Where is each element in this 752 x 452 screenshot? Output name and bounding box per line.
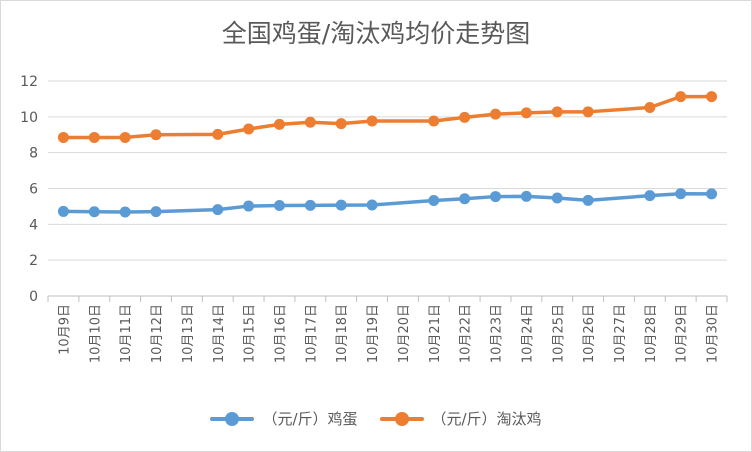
data-point-0: [273, 200, 285, 212]
legend-label-egg: （元/斤）鸡蛋: [262, 410, 358, 428]
data-point-1: [150, 129, 162, 141]
x-tick-label: 10月17日: [304, 304, 319, 363]
x-tick-label: 10月14日: [212, 304, 227, 363]
x-tick-label: 10月18日: [335, 304, 350, 363]
data-point-1: [644, 102, 656, 114]
data-point-0: [706, 188, 718, 200]
data-point-1: [304, 116, 316, 128]
data-point-0: [335, 199, 347, 211]
data-point-0: [119, 206, 131, 218]
data-point-1: [428, 115, 440, 127]
data-point-0: [243, 200, 255, 212]
data-point-1: [335, 118, 347, 130]
y-tick-label: 0: [29, 289, 38, 305]
x-tick-label: 10月27日: [613, 304, 628, 363]
data-point-0: [212, 204, 224, 216]
x-tick-label: 10月25日: [551, 304, 566, 363]
data-point-0: [582, 194, 594, 206]
data-point-0: [675, 188, 687, 200]
data-point-1: [582, 106, 594, 118]
data-point-0: [644, 190, 656, 202]
data-point-0: [366, 199, 378, 211]
data-point-1: [551, 106, 563, 118]
data-point-1: [490, 108, 502, 120]
x-tick-label: 10月20日: [397, 304, 412, 363]
x-tick-label: 10月30日: [706, 304, 721, 363]
data-point-0: [520, 190, 532, 202]
data-point-1: [706, 91, 718, 103]
legend: （元/斤）鸡蛋 （元/斤）淘汰鸡: [0, 408, 752, 429]
data-point-1: [459, 111, 471, 123]
x-tick-label: 10月26日: [582, 304, 597, 363]
legend-item-egg: （元/斤）鸡蛋: [210, 408, 358, 429]
data-point-0: [57, 205, 69, 217]
legend-swatch-egg: [210, 411, 255, 426]
data-point-0: [428, 195, 440, 207]
data-point-1: [212, 128, 224, 140]
x-tick-label: 10月13日: [181, 304, 196, 363]
data-point-1: [119, 131, 131, 143]
legend-label-hen: （元/斤）淘汰鸡: [431, 410, 542, 428]
x-tick-label: 10月11日: [119, 304, 134, 363]
x-tick-label: 10月22日: [459, 304, 474, 363]
y-tick-label: 10: [20, 110, 38, 126]
x-tick-label: 10月15日: [243, 304, 258, 363]
y-tick-label: 8: [29, 146, 38, 162]
x-tick-label: 10月23日: [490, 304, 505, 363]
data-point-0: [304, 199, 316, 211]
x-tick-label: 10月16日: [273, 304, 288, 363]
data-point-1: [57, 131, 69, 143]
data-point-1: [273, 118, 285, 130]
data-point-0: [551, 192, 563, 204]
x-tick-label: 10月9日: [57, 304, 72, 355]
data-point-0: [88, 206, 100, 218]
data-point-0: [150, 206, 162, 218]
x-tick-label: 10月10日: [88, 304, 103, 363]
x-tick-label: 10月12日: [150, 304, 165, 363]
data-point-1: [366, 115, 378, 127]
y-tick-label: 6: [29, 182, 38, 198]
x-tick-label: 10月19日: [366, 304, 381, 363]
y-tick-label: 2: [29, 253, 38, 269]
y-tick-label: 4: [29, 217, 38, 233]
x-tick-label: 10月29日: [675, 304, 690, 363]
x-tick-label: 10月28日: [644, 304, 659, 363]
data-point-1: [243, 123, 255, 135]
data-point-1: [520, 107, 532, 119]
data-point-1: [88, 131, 100, 143]
chart-title: 全国鸡蛋/淘汰鸡均价走势图: [221, 19, 531, 48]
x-tick-label: 10月24日: [520, 304, 535, 363]
data-point-1: [675, 91, 687, 103]
legend-swatch-hen: [379, 411, 424, 426]
data-point-0: [459, 193, 471, 205]
y-tick-label: 12: [20, 74, 38, 90]
data-point-0: [490, 191, 502, 203]
x-tick-label: 10月21日: [428, 304, 443, 363]
legend-item-hen: （元/斤）淘汰鸡: [379, 408, 542, 429]
